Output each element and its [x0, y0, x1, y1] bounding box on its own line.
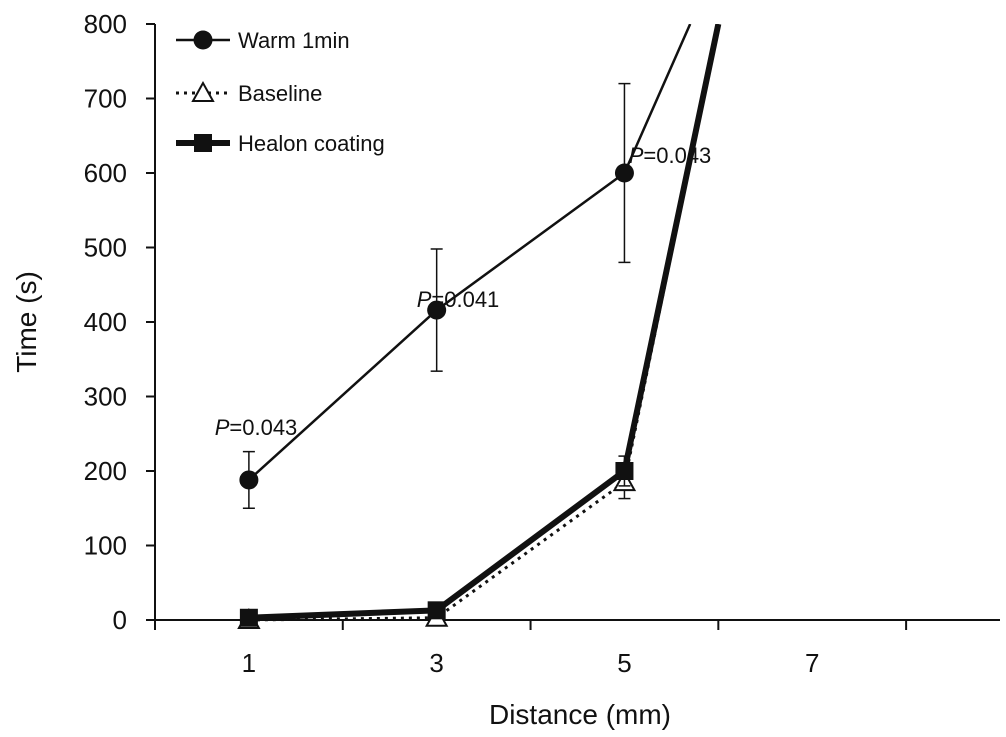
- legend-label: Healon coating: [238, 131, 385, 156]
- legend-label: Baseline: [238, 81, 322, 106]
- p-value-annotation: P=0.043: [215, 415, 298, 440]
- legend-item: Baseline: [176, 80, 322, 106]
- p-value: =0.043: [229, 415, 297, 440]
- circle-marker: [239, 470, 259, 490]
- series-layer: [237, 24, 722, 629]
- series-line: [248, 24, 692, 481]
- series-warm-1min: [239, 24, 692, 509]
- legend-item: Warm 1min: [176, 28, 350, 53]
- series-line: [248, 24, 720, 622]
- y-tick-label: 300: [84, 382, 127, 412]
- y-tick-label: 800: [84, 9, 127, 39]
- y-tick-label: 100: [84, 531, 127, 561]
- series-line: [248, 24, 722, 621]
- legend-label: Warm 1min: [238, 28, 350, 53]
- axes: 0 100 200 300 400 500 600 700 800 1 3 5 7: [84, 9, 1000, 678]
- p-value: =0.041: [431, 287, 499, 312]
- y-tick-label: 0: [113, 605, 127, 635]
- y-tick-label: 200: [84, 456, 127, 486]
- p-value-annotation: P=0.041: [417, 287, 500, 312]
- p-symbol: P: [417, 287, 432, 312]
- square-marker: [239, 608, 258, 627]
- p-value-annotation: P=0.043: [629, 143, 712, 168]
- p-symbol: P: [215, 415, 230, 440]
- y-tick-label: 600: [84, 158, 127, 188]
- y-tick-label: 700: [84, 84, 127, 114]
- circle-marker: [427, 300, 447, 320]
- p-symbol: P: [629, 143, 644, 168]
- triangle-marker: [191, 80, 215, 102]
- y-tick-label: 500: [84, 233, 127, 263]
- legend: Warm 1min Baseline Healon coating: [176, 28, 385, 156]
- square-marker: [194, 134, 212, 152]
- square-marker: [615, 462, 634, 480]
- x-tick-label: 7: [805, 648, 819, 678]
- y-axis-title: Time (s): [11, 271, 42, 373]
- series-healon-coating: [239, 24, 722, 627]
- x-tick-label: 1: [242, 648, 256, 678]
- circle-marker: [614, 163, 634, 183]
- y-tick-label: 400: [84, 307, 127, 337]
- x-tick-label: 3: [429, 648, 443, 678]
- x-tick-label: 5: [617, 648, 631, 678]
- square-marker: [427, 601, 446, 620]
- series-baseline: [237, 24, 720, 629]
- legend-item: Healon coating: [176, 131, 385, 156]
- x-axis-title: Distance (mm): [489, 699, 671, 730]
- circle-marker: [193, 30, 213, 50]
- p-value: =0.043: [643, 143, 711, 168]
